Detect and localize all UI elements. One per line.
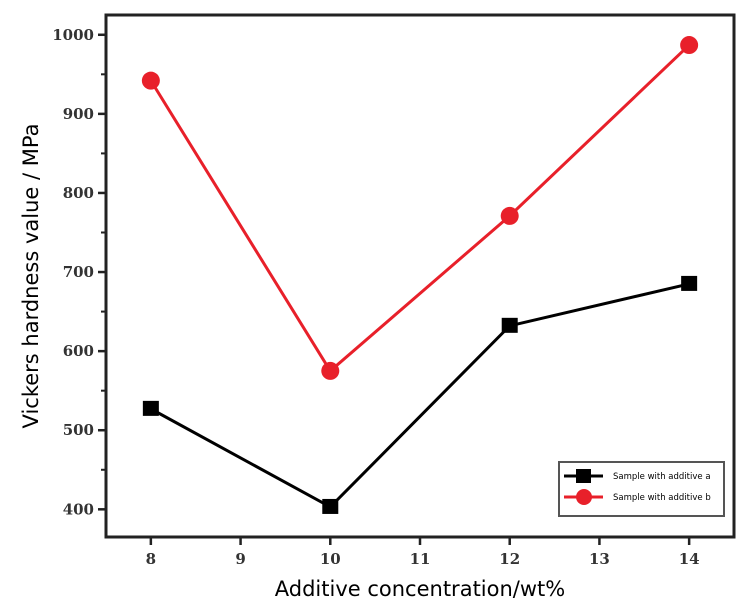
y-axis-label: Vickers hardness value / MPa <box>19 124 43 429</box>
data-point-a <box>142 400 159 416</box>
x-tick-label: 14 <box>679 550 700 568</box>
legend-label-b: Sample with additive b <box>613 493 711 503</box>
x-tick-label: 8 <box>146 550 156 568</box>
y-tick-label: 900 <box>63 105 94 123</box>
y-tick-label: 1000 <box>52 26 94 44</box>
x-tick-label: 10 <box>320 550 341 568</box>
y-tick-label: 600 <box>63 342 94 360</box>
legend-label-a: Sample with additive a <box>613 472 711 482</box>
legend-marker-a <box>576 469 591 483</box>
data-point-b <box>141 71 160 90</box>
y-tick-label: 700 <box>63 263 94 281</box>
x-tick-label: 11 <box>410 550 431 568</box>
axis-ticks: 400 500 600 700 800 900 1000 8 9 10 11 12 13 14 <box>52 26 699 568</box>
x-tick-label: 12 <box>499 550 520 568</box>
data-point-a <box>681 275 698 291</box>
x-axis-label: Additive concentration/wt% <box>275 577 565 601</box>
y-tick-label: 400 <box>63 500 94 518</box>
data-point-a <box>322 498 339 514</box>
x-tick-label: 13 <box>589 550 610 568</box>
legend-marker-b <box>576 489 592 505</box>
series-layer <box>141 36 699 514</box>
series-line-b <box>149 43 691 374</box>
data-point-a <box>501 317 518 333</box>
y-tick-label: 800 <box>63 184 94 202</box>
data-point-b <box>321 361 340 380</box>
series-line-a <box>150 282 690 509</box>
legend: Sample with additive a Sample with addit… <box>558 461 725 517</box>
y-tick-label: 500 <box>63 421 94 439</box>
x-tick-label: 9 <box>235 550 245 568</box>
data-point-b <box>680 36 699 55</box>
data-point-b <box>500 206 519 225</box>
